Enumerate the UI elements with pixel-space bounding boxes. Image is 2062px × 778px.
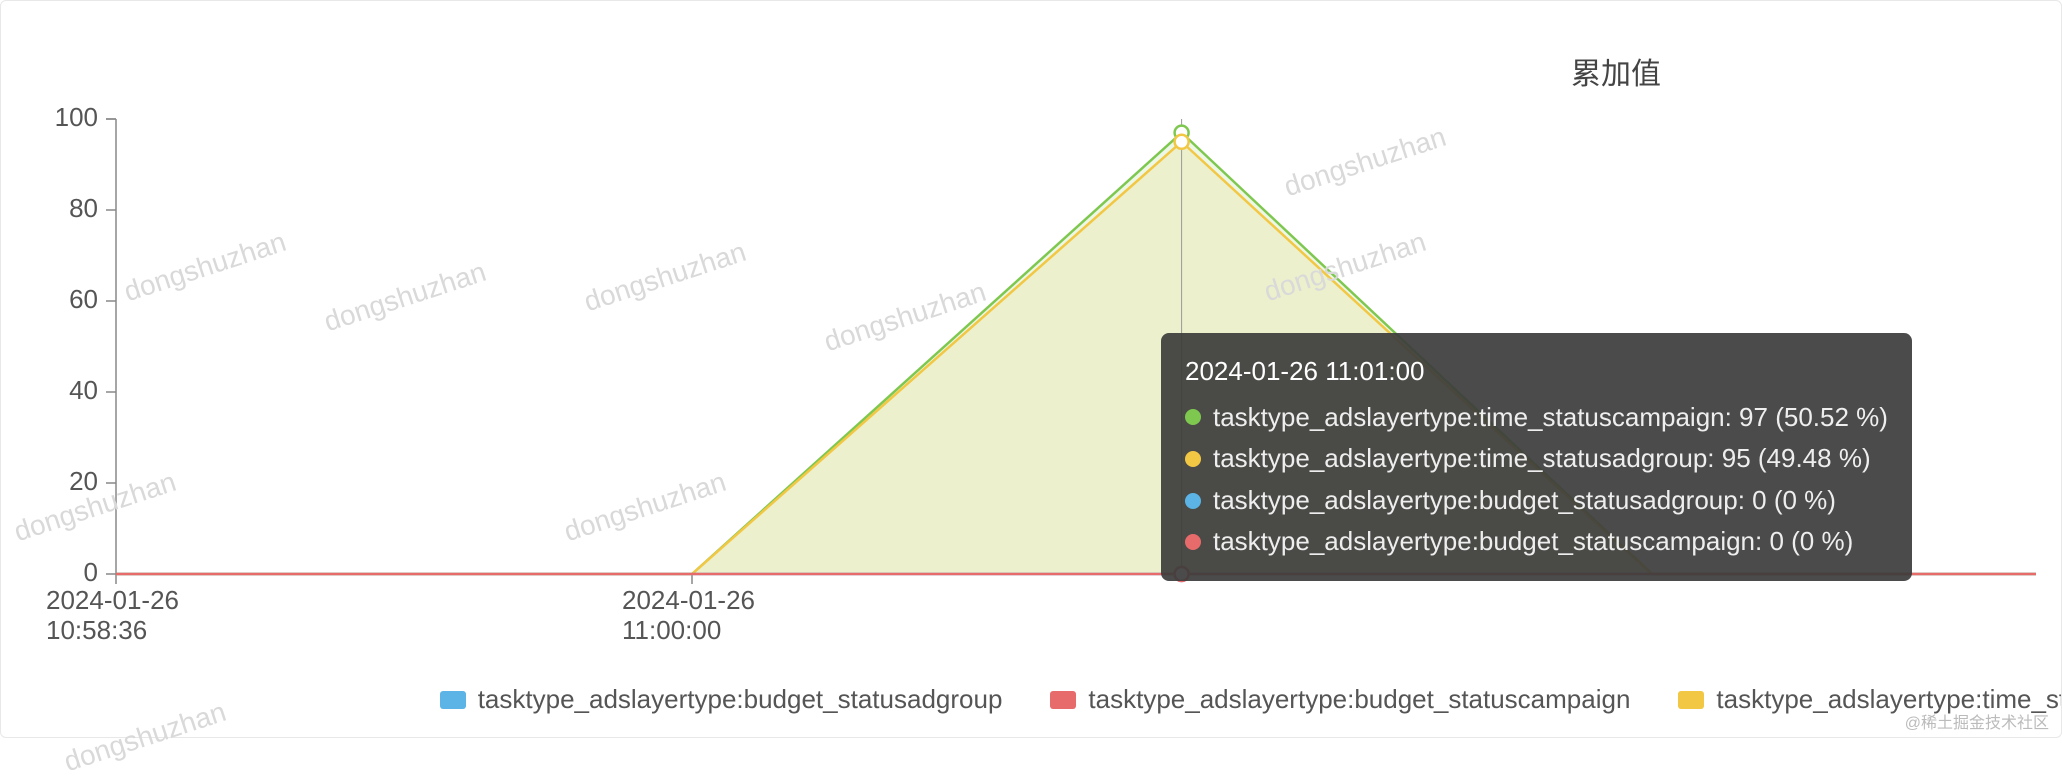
chart-legend: tasktype_adslayertype:budget_statusadgro… — [1, 684, 2061, 715]
chart-tooltip: 2024-01-26 11:01:00 tasktype_adslayertyp… — [1161, 333, 1912, 581]
tooltip-dot-icon — [1185, 451, 1201, 467]
svg-text:60: 60 — [69, 284, 98, 314]
tooltip-row: tasktype_adslayertype:budget_statusadgro… — [1185, 480, 1888, 522]
tooltip-label: tasktype_adslayertype:time_statusadgroup… — [1213, 438, 1871, 480]
legend-swatch-icon — [1050, 691, 1076, 709]
attribution-text: @稀土掘金技术社区 — [1905, 709, 2049, 733]
chart-container: 累加值 0204060801002024-01-2610:58:362024-0… — [0, 0, 2062, 738]
legend-label: tasktype_adslayertype:budget_statusadgro… — [478, 684, 1003, 715]
svg-text:20: 20 — [69, 466, 98, 496]
legend-swatch-icon — [1678, 691, 1704, 709]
legend-swatch-icon — [440, 691, 466, 709]
tooltip-row: tasktype_adslayertype:budget_statuscampa… — [1185, 521, 1888, 563]
svg-text:100: 100 — [55, 102, 98, 132]
tooltip-dot-icon — [1185, 534, 1201, 550]
svg-text:2024-01-26: 2024-01-26 — [46, 585, 179, 615]
svg-text:11:00:00: 11:00:00 — [622, 615, 721, 645]
tooltip-label: tasktype_adslayertype:time_statuscampaig… — [1213, 397, 1888, 439]
svg-text:40: 40 — [69, 375, 98, 405]
tooltip-label: tasktype_adslayertype:budget_statuscampa… — [1213, 521, 1853, 563]
legend-item[interactable]: tasktype_adslayertype:budget_statuscampa… — [1050, 684, 1630, 715]
chart-title: 累加值 — [1571, 49, 1661, 93]
svg-text:10:58:36: 10:58:36 — [46, 615, 147, 645]
tooltip-row: tasktype_adslayertype:time_statuscampaig… — [1185, 397, 1888, 439]
tooltip-label: tasktype_adslayertype:budget_statusadgro… — [1213, 480, 1836, 522]
svg-text:2024-01-26: 2024-01-26 — [622, 585, 755, 615]
tooltip-row: tasktype_adslayertype:time_statusadgroup… — [1185, 438, 1888, 480]
tooltip-dot-icon — [1185, 493, 1201, 509]
tooltip-title: 2024-01-26 11:01:00 — [1185, 351, 1888, 393]
tooltip-dot-icon — [1185, 409, 1201, 425]
legend-item[interactable]: tasktype_adslayertype:budget_statusadgro… — [440, 684, 1003, 715]
legend-label: tasktype_adslayertype:budget_statuscampa… — [1088, 684, 1630, 715]
svg-text:0: 0 — [84, 557, 98, 587]
svg-text:80: 80 — [69, 193, 98, 223]
